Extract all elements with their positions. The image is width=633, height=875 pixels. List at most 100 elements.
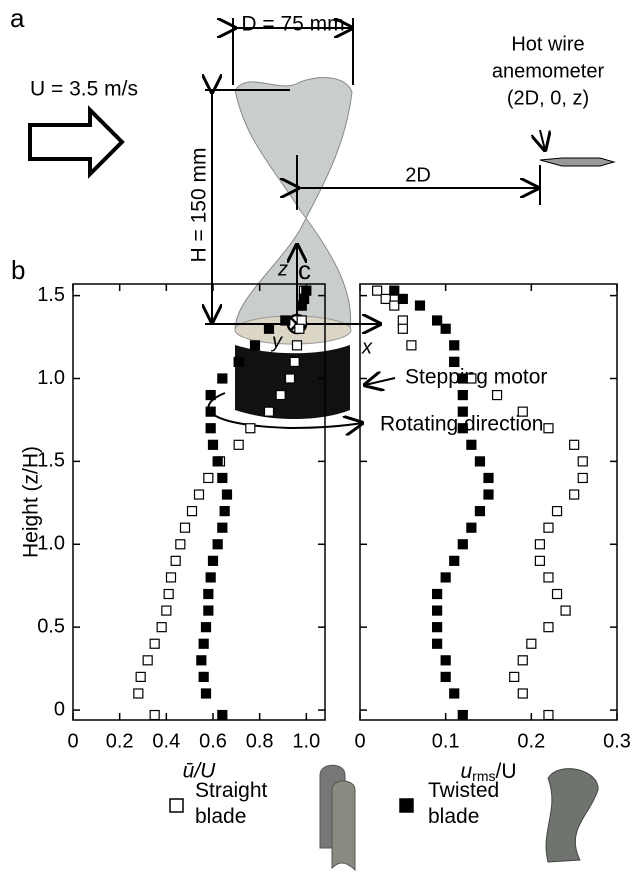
- data-point: [193, 489, 205, 500]
- data-point: [203, 605, 214, 616]
- data-point: [432, 605, 443, 616]
- data-point: [517, 406, 528, 417]
- data-point: [457, 709, 468, 721]
- data-point: [432, 622, 443, 633]
- data-point: [186, 506, 198, 517]
- y-tick-label: 1.0: [37, 367, 65, 389]
- diameter-label: D = 75 mm: [241, 13, 344, 36]
- y-tick-label: 1.5: [37, 284, 65, 306]
- data-point: [509, 671, 520, 682]
- y-axis-label: Height (z/H): [20, 446, 43, 558]
- axis-label: z: [277, 258, 288, 280]
- data-point: [156, 622, 167, 633]
- data-point: [577, 472, 588, 484]
- data-point: [280, 315, 291, 326]
- data-point: [543, 423, 554, 434]
- data-point: [449, 555, 460, 566]
- probe-label: anemometer: [492, 60, 605, 82]
- data-point: [457, 539, 468, 550]
- x-tick-label: 0.1: [432, 730, 460, 752]
- data-point: [149, 709, 160, 721]
- data-point: [440, 572, 451, 583]
- data-point: [263, 323, 275, 334]
- data-point: [551, 588, 563, 600]
- data-point: [397, 315, 408, 326]
- data-point: [551, 506, 563, 517]
- data-point: [198, 638, 209, 649]
- velocity-label: U = 3.5 m/s: [30, 78, 138, 101]
- data-point: [233, 356, 244, 368]
- panel-label: c: [298, 255, 311, 285]
- height-label: H = 150 mm: [188, 148, 211, 263]
- data-point: [569, 439, 580, 450]
- data-point: [457, 373, 468, 384]
- x-tick-label: 0.6: [199, 730, 227, 752]
- data-point: [483, 489, 494, 500]
- data-point: [466, 373, 477, 384]
- x-tick-label: 0.4: [152, 730, 180, 752]
- data-point: [161, 605, 172, 616]
- data-point: [294, 323, 305, 334]
- data-point: [205, 389, 216, 401]
- data-point: [440, 323, 451, 334]
- data-point: [406, 340, 417, 351]
- data-point: [449, 340, 460, 351]
- data-point: [389, 300, 400, 311]
- x-axis-label-part: rms: [472, 768, 495, 784]
- data-point: [483, 472, 494, 484]
- data-point: [205, 572, 216, 583]
- data-point: [517, 655, 528, 666]
- data-point: [474, 456, 486, 467]
- data-point: [543, 572, 554, 583]
- data-point: [221, 489, 233, 500]
- data-point: [135, 671, 146, 682]
- x-tick-label: 0.2: [517, 730, 545, 752]
- data-point: [543, 522, 554, 533]
- data-point: [233, 439, 244, 450]
- x-axis-label: ū/U: [183, 760, 217, 783]
- panel-label: a: [10, 3, 25, 33]
- data-point: [212, 539, 223, 550]
- data-point: [389, 285, 400, 296]
- x-tick-label: 0: [354, 730, 365, 752]
- data-point: [207, 439, 219, 450]
- data-point: [133, 688, 144, 699]
- data-point: [198, 671, 209, 682]
- data-point: [457, 423, 468, 434]
- data-point: [203, 472, 214, 484]
- data-point: [466, 439, 477, 450]
- data-point: [414, 300, 426, 311]
- data-point: [577, 456, 588, 467]
- x-tick-label: 0.8: [246, 730, 274, 752]
- data-point: [249, 340, 261, 351]
- data-point: [289, 356, 300, 368]
- data-point: [440, 671, 451, 682]
- data-point: [179, 522, 191, 533]
- data-point: [149, 638, 160, 649]
- data-point: [534, 539, 546, 550]
- data-point: [380, 293, 391, 305]
- axis-label: y: [270, 330, 283, 352]
- data-point: [217, 522, 228, 533]
- data-point: [296, 300, 307, 311]
- data-point: [397, 323, 408, 334]
- data-point: [203, 588, 214, 600]
- plot-frame: [72, 283, 326, 721]
- y-tick-label: 1.0: [37, 533, 65, 555]
- data-point: [372, 285, 383, 296]
- plot-frame: [359, 283, 618, 721]
- legend-swatch: [399, 798, 414, 813]
- data-point: [449, 688, 460, 699]
- data-point: [205, 423, 216, 434]
- data-point: [170, 555, 181, 566]
- y-tick-label: 0.5: [37, 615, 65, 637]
- probe-label: Hot wire: [511, 33, 584, 55]
- data-point: [217, 472, 228, 484]
- data-point: [212, 456, 223, 467]
- x-axis-label: urms/U: [460, 760, 516, 784]
- data-point: [205, 406, 216, 417]
- data-point: [440, 655, 451, 666]
- data-point: [175, 539, 186, 550]
- data-point: [457, 406, 468, 417]
